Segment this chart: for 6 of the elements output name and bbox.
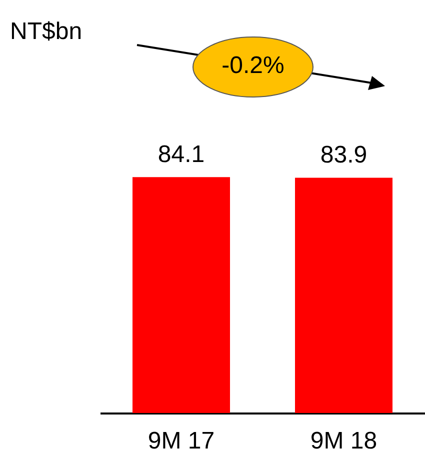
text: -0.2% — [220, 52, 286, 80]
x-tick-label: 9M 17 — [148, 428, 215, 454]
x-tick-label: 9M 18 — [310, 428, 378, 454]
data-label: 83.9 — [320, 142, 368, 169]
data-label: 84.1 — [158, 141, 205, 168]
text: NT$bn — [10, 18, 82, 46]
